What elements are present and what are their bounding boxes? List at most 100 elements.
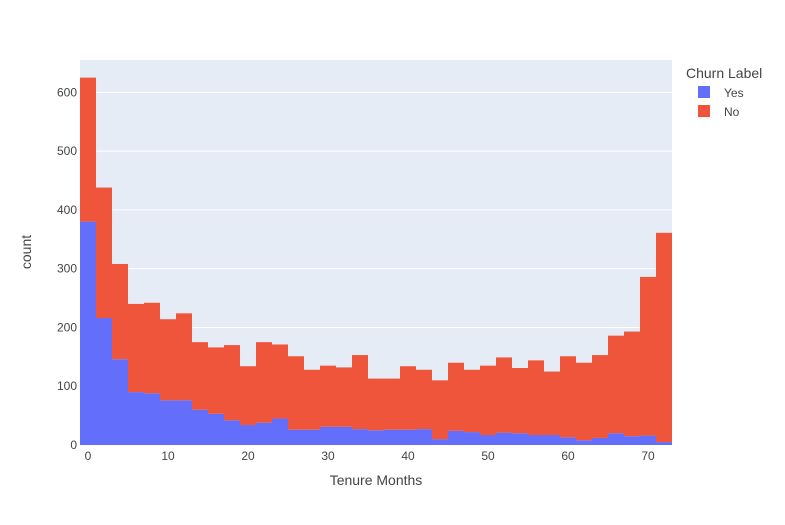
bar-no-18[interactable] — [368, 378, 384, 431]
bar-yes-4[interactable] — [144, 393, 160, 445]
bar-no-26[interactable] — [496, 357, 512, 433]
bar-no-30[interactable] — [560, 356, 576, 438]
bar-yes-11[interactable] — [256, 422, 272, 445]
bar-yes-33[interactable] — [608, 433, 624, 445]
bar-no-35[interactable] — [640, 276, 656, 436]
bar-yes-14[interactable] — [304, 429, 320, 445]
x-tick-label: 30 — [321, 449, 335, 463]
bar-no-13[interactable] — [288, 356, 304, 430]
bar-yes-34[interactable] — [624, 436, 640, 445]
x-tick-label: 60 — [561, 449, 575, 463]
bar-yes-7[interactable] — [192, 409, 208, 445]
bar-no-21[interactable] — [416, 369, 432, 430]
bar-no-2[interactable] — [112, 263, 128, 360]
bar-no-8[interactable] — [208, 347, 224, 414]
bar-yes-36[interactable] — [656, 442, 672, 445]
bar-yes-31[interactable] — [576, 440, 592, 445]
bar-no-7[interactable] — [192, 342, 208, 410]
x-tick-label: 10 — [161, 449, 175, 463]
y-tick-labels: 0 100 200 300 400 500 600 — [57, 85, 77, 452]
bar-yes-35[interactable] — [640, 435, 656, 445]
bar-no-23[interactable] — [448, 362, 464, 431]
x-axis-title: Tenure Months — [330, 472, 423, 488]
x-tick-label: 20 — [241, 449, 255, 463]
bar-no-6[interactable] — [176, 313, 192, 401]
bar-no-11[interactable] — [256, 342, 272, 423]
bar-no-20[interactable] — [400, 366, 416, 430]
bar-yes-0[interactable] — [80, 221, 96, 445]
bar-no-9[interactable] — [224, 345, 240, 421]
x-tick-label: 40 — [401, 449, 415, 463]
y-tick-label: 400 — [57, 203, 77, 217]
bar-no-16[interactable] — [336, 367, 352, 427]
bar-no-14[interactable] — [304, 369, 320, 430]
y-tick-label: 300 — [57, 262, 77, 276]
bar-yes-24[interactable] — [464, 432, 480, 445]
x-tick-label: 0 — [85, 449, 92, 463]
bar-no-3[interactable] — [128, 303, 144, 393]
bar-no-15[interactable] — [320, 365, 336, 427]
bar-yes-3[interactable] — [128, 392, 144, 445]
bar-no-25[interactable] — [480, 365, 496, 436]
bar-yes-13[interactable] — [288, 429, 304, 445]
bars — [80, 77, 672, 445]
y-tick-label: 100 — [57, 379, 77, 393]
bar-yes-27[interactable] — [512, 433, 528, 445]
bar-no-17[interactable] — [352, 355, 368, 430]
bar-no-36[interactable] — [656, 232, 672, 443]
bar-no-19[interactable] — [384, 378, 400, 430]
legend-swatch-yes[interactable] — [698, 86, 710, 98]
bar-yes-15[interactable] — [320, 426, 336, 445]
bar-yes-30[interactable] — [560, 437, 576, 445]
y-axis-title: count — [18, 235, 34, 269]
bar-yes-6[interactable] — [176, 400, 192, 445]
legend-title: Churn Label — [686, 65, 762, 81]
bar-yes-2[interactable] — [112, 359, 128, 445]
x-tick-labels: 0 10 20 30 40 50 60 70 — [85, 449, 655, 463]
bar-no-29[interactable] — [544, 371, 560, 436]
bar-no-4[interactable] — [144, 302, 160, 394]
bar-no-5[interactable] — [160, 319, 176, 401]
bar-no-12[interactable] — [272, 344, 288, 419]
bar-yes-22[interactable] — [432, 439, 448, 445]
legend-label-yes[interactable]: Yes — [724, 86, 744, 100]
bar-yes-32[interactable] — [592, 437, 608, 445]
bar-no-24[interactable] — [464, 369, 480, 433]
y-tick-label: 500 — [57, 144, 77, 158]
x-tick-label: 70 — [641, 449, 655, 463]
bar-yes-10[interactable] — [240, 425, 256, 445]
bar-no-28[interactable] — [528, 360, 544, 436]
bar-yes-20[interactable] — [400, 429, 416, 445]
bar-yes-16[interactable] — [336, 426, 352, 445]
bar-yes-21[interactable] — [416, 429, 432, 445]
bar-yes-18[interactable] — [368, 430, 384, 445]
bar-yes-1[interactable] — [96, 318, 112, 445]
bar-no-33[interactable] — [608, 335, 624, 434]
bar-yes-12[interactable] — [272, 418, 288, 445]
legend: Churn Label Yes No — [686, 65, 762, 119]
bar-no-27[interactable] — [512, 368, 528, 434]
y-tick-label: 600 — [57, 85, 77, 99]
y-tick-label: 0 — [70, 438, 77, 452]
bar-yes-23[interactable] — [448, 430, 464, 445]
bar-yes-19[interactable] — [384, 429, 400, 445]
bar-no-32[interactable] — [592, 355, 608, 438]
legend-swatch-no[interactable] — [698, 105, 710, 117]
bar-yes-29[interactable] — [544, 435, 560, 445]
bar-yes-25[interactable] — [480, 435, 496, 445]
bar-no-1[interactable] — [96, 187, 112, 319]
bar-no-10[interactable] — [240, 366, 256, 426]
bar-yes-9[interactable] — [224, 420, 240, 445]
bar-yes-28[interactable] — [528, 435, 544, 445]
bar-yes-8[interactable] — [208, 413, 224, 445]
bar-no-22[interactable] — [432, 380, 448, 440]
legend-label-no[interactable]: No — [724, 105, 740, 119]
bar-no-34[interactable] — [624, 331, 640, 437]
bar-yes-17[interactable] — [352, 429, 368, 445]
x-tick-label: 50 — [481, 449, 495, 463]
bar-yes-5[interactable] — [160, 400, 176, 445]
bar-no-31[interactable] — [576, 362, 592, 441]
bar-no-0[interactable] — [80, 77, 96, 222]
bar-yes-26[interactable] — [496, 432, 512, 445]
